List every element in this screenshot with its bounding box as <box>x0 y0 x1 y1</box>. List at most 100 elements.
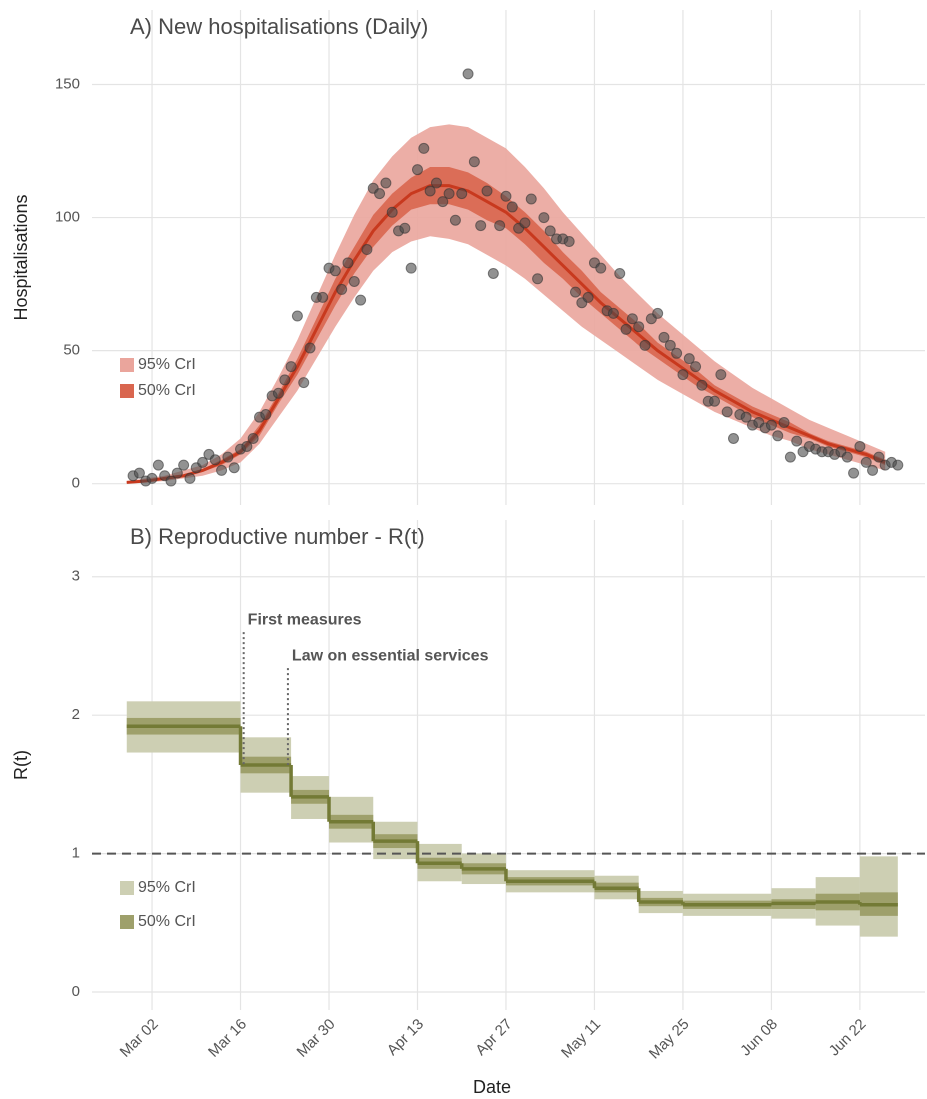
data-point <box>329 265 341 277</box>
data-point <box>171 467 183 479</box>
data-point <box>740 411 752 423</box>
data-point <box>272 387 284 399</box>
data-point <box>374 188 386 200</box>
data-point <box>146 472 158 484</box>
x-tick-label: Mar 16 <box>205 1016 250 1061</box>
data-point <box>437 196 449 208</box>
data-point <box>500 190 512 202</box>
data-point <box>197 456 209 468</box>
data-point <box>727 432 739 444</box>
data-point <box>506 201 518 213</box>
data-point <box>664 339 676 351</box>
data-point <box>424 185 436 197</box>
data-point <box>525 193 537 205</box>
data-point <box>772 430 784 442</box>
data-point <box>569 286 581 298</box>
data-point <box>468 156 480 168</box>
data-point <box>260 409 272 421</box>
data-point <box>178 459 190 471</box>
data-point <box>184 472 196 484</box>
x-tick-label: May 11 <box>558 1016 604 1062</box>
x-tick-label: May 25 <box>646 1016 693 1063</box>
y-axis-label: Hospitalisations <box>11 194 31 320</box>
data-point <box>222 451 234 463</box>
data-point <box>443 188 455 200</box>
y-tick-label: 100 <box>55 209 80 226</box>
legend-swatch <box>120 358 134 372</box>
data-point <box>386 206 398 218</box>
chart-title: A) New hospitalisations (Daily) <box>130 14 428 39</box>
data-point <box>620 323 632 335</box>
data-point <box>209 454 221 466</box>
data-point <box>462 68 474 80</box>
data-point <box>355 294 367 306</box>
data-point <box>481 185 493 197</box>
data-point <box>348 275 360 287</box>
y-axis-label: R(t) <box>11 750 31 780</box>
data-point <box>778 417 790 428</box>
data-point <box>671 347 683 359</box>
data-point <box>165 475 177 487</box>
data-point <box>247 432 259 444</box>
data-point <box>867 464 879 476</box>
data-point <box>595 262 607 274</box>
band <box>126 124 886 484</box>
data-point <box>291 310 303 322</box>
data-point <box>285 361 297 373</box>
x-tick-label: Jun 22 <box>826 1016 870 1060</box>
data-point <box>677 369 689 381</box>
data-point <box>405 262 417 274</box>
data-point <box>456 188 468 200</box>
data-point <box>658 331 670 343</box>
data-point <box>563 236 575 248</box>
data-point <box>279 374 291 386</box>
legend-label: 95% CrI <box>138 879 196 896</box>
data-point <box>544 225 556 237</box>
data-point <box>626 313 638 325</box>
legend-swatch <box>120 384 134 398</box>
data-point <box>582 291 594 303</box>
panel: 0 50 100 150 A) New hospitalisations (Daily)… <box>11 10 925 505</box>
data-point <box>336 283 348 295</box>
data-point <box>133 467 145 479</box>
data-point <box>494 220 506 232</box>
data-point <box>519 217 531 229</box>
annotation-label: First measures <box>248 611 362 628</box>
legend-swatch <box>120 881 134 895</box>
data-point <box>304 342 316 354</box>
data-point <box>873 451 885 463</box>
legend-label: 50% CrI <box>138 913 196 930</box>
data-point <box>241 440 253 452</box>
data-point <box>892 459 904 471</box>
legend-label: 95% CrI <box>138 356 196 373</box>
data-point <box>399 222 411 234</box>
data-point <box>216 464 228 476</box>
data-point <box>854 440 866 452</box>
data-point <box>342 257 354 269</box>
y-tick-label: 2 <box>72 706 80 723</box>
data-point <box>614 267 626 279</box>
y-tick-label: 50 <box>63 342 80 359</box>
data-point <box>683 353 695 365</box>
data-point <box>317 291 329 303</box>
y-tick-label: 0 <box>72 983 80 1000</box>
data-point <box>690 361 702 373</box>
data-point <box>487 267 499 279</box>
x-tick-label: Mar 02 <box>117 1016 162 1061</box>
y-tick-label: 1 <box>72 845 80 862</box>
data-point <box>418 142 430 154</box>
data-point <box>848 467 860 479</box>
chart-title: B) Reproductive number - R(t) <box>130 524 425 549</box>
data-point <box>430 177 442 189</box>
data-point <box>298 377 310 389</box>
data-point <box>784 451 796 463</box>
data-point <box>639 339 651 351</box>
data-point <box>791 435 803 447</box>
data-point <box>228 462 240 474</box>
y-tick-label: 150 <box>55 75 80 92</box>
x-tick-label: Apr 27 <box>472 1016 515 1059</box>
legend-swatch <box>120 915 134 929</box>
data-point <box>633 321 645 333</box>
data-point <box>532 273 544 285</box>
